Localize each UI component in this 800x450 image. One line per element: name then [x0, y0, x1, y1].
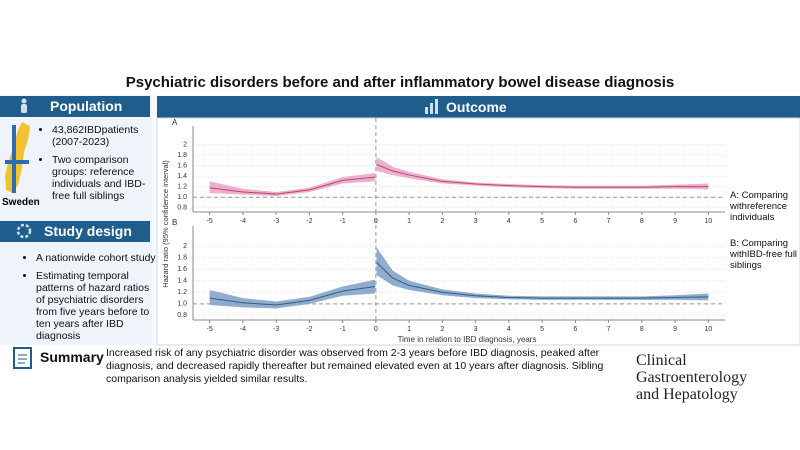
y-axis-label: Hazard ratio (95% confidence interval)	[161, 160, 170, 288]
hazard-line	[209, 164, 709, 195]
x-tick-label: 9	[673, 218, 677, 225]
sweden-map	[5, 122, 30, 193]
y-tick-label: 1.4	[177, 173, 187, 180]
x-tick-label: 10	[704, 218, 712, 225]
x-tick-label: 8	[640, 326, 644, 333]
x-tick-label: 6	[573, 326, 577, 333]
x-tick-label: 2	[440, 218, 444, 225]
study-header-bg	[0, 221, 150, 242]
study-heading: Study design	[44, 223, 132, 239]
x-tick-label: 5	[540, 326, 544, 333]
journal-line: Clinical Gastroenterology	[636, 352, 748, 386]
y-tick-label: 1.6	[177, 162, 187, 169]
x-tick-label: 4	[507, 326, 511, 333]
note-key: B:	[730, 238, 739, 249]
journal-line: and Hepatology	[636, 386, 738, 403]
y-tick-label: 1.8	[177, 152, 187, 159]
note-key: A:	[730, 190, 739, 201]
y-tick-label: 1.0	[177, 301, 187, 308]
y-tick-label: 0.8	[177, 312, 187, 319]
title: Psychiatric disorders before and after i…	[125, 74, 675, 91]
y-tick-label: 2	[183, 141, 187, 148]
study-list: A nationwide cohort study Estimating tem…	[22, 252, 156, 348]
journal: Clinical Gastroenterology and Hepatology	[636, 352, 800, 403]
x-tick-label: 7	[607, 326, 611, 333]
bullet: 43,862IBDpatients (2007-2023)	[52, 124, 152, 148]
summary-icon	[13, 347, 32, 369]
y-tick-label: 1.6	[177, 266, 187, 273]
summary-heading: Summary	[40, 349, 104, 365]
x-axis-label: Time in relation to IBD diagnosis, years	[398, 335, 537, 344]
x-tick-label: 3	[474, 218, 478, 225]
note-text: Comparing withreference individuals	[730, 190, 789, 223]
panel-label: A	[172, 118, 178, 127]
x-tick-label: -3	[273, 218, 279, 225]
population-heading: Population	[50, 98, 123, 114]
bullet: A nationwide cohort study	[36, 252, 156, 264]
x-tick-label: -2	[306, 218, 312, 225]
y-tick-label: 1.8	[177, 255, 187, 262]
x-tick-label: -3	[273, 326, 279, 333]
x-tick-label: 9	[673, 326, 677, 333]
hazard-line	[209, 261, 709, 306]
panel-label: B	[172, 218, 177, 227]
x-tick-label: 6	[573, 218, 577, 225]
outcome-bg	[156, 117, 800, 346]
x-tick-label: 3	[474, 326, 478, 333]
x-tick-label: -4	[240, 218, 246, 225]
x-tick-label: 5	[540, 218, 544, 225]
gear-icon	[16, 223, 32, 239]
country: Sweden	[2, 197, 40, 208]
x-tick-label: 4	[507, 218, 511, 225]
y-tick-label: 0.8	[177, 205, 187, 212]
x-tick-label: -1	[340, 218, 346, 225]
x-tick-label: -2	[306, 326, 312, 333]
x-tick-label: -4	[240, 326, 246, 333]
chart-icon	[425, 99, 438, 114]
outcome-heading: Outcome	[446, 99, 507, 115]
x-tick-label: 1	[407, 326, 411, 333]
x-tick-label: -1	[340, 326, 346, 333]
person-icon	[21, 98, 27, 113]
y-tick-label: 1.2	[177, 289, 187, 296]
y-tick-label: 2	[183, 243, 187, 250]
note-a: A: Comparing withreference individuals	[730, 190, 798, 223]
x-tick-label: 7	[607, 218, 611, 225]
x-tick-label: 0	[374, 326, 378, 333]
note-text: Comparing withIBD-free full siblings	[730, 238, 798, 271]
bullet: Two comparison groups: reference individ…	[52, 154, 152, 202]
x-tick-label: 2	[440, 326, 444, 333]
x-tick-label: -5	[207, 218, 213, 225]
population-list: 43,862IBDpatients (2007-2023) Two compar…	[38, 124, 152, 208]
bullet: Estimating temporal patterns of hazard r…	[36, 270, 156, 342]
y-tick-label: 1.4	[177, 278, 187, 285]
outcome-header-bg	[157, 96, 800, 118]
y-tick-label: 1.2	[177, 184, 187, 191]
note-b: B: Comparing withIBD-free full siblings	[730, 238, 798, 271]
population-header-bg	[0, 96, 150, 117]
confidence-band	[209, 157, 709, 197]
x-tick-label: 1	[407, 218, 411, 225]
x-tick-label: 10	[704, 326, 712, 333]
summary-text: Increased risk of any psychiatric disord…	[106, 347, 604, 385]
x-tick-label: 8	[640, 218, 644, 225]
y-tick-label: 1.0	[177, 194, 187, 201]
x-tick-label: -5	[207, 326, 213, 333]
